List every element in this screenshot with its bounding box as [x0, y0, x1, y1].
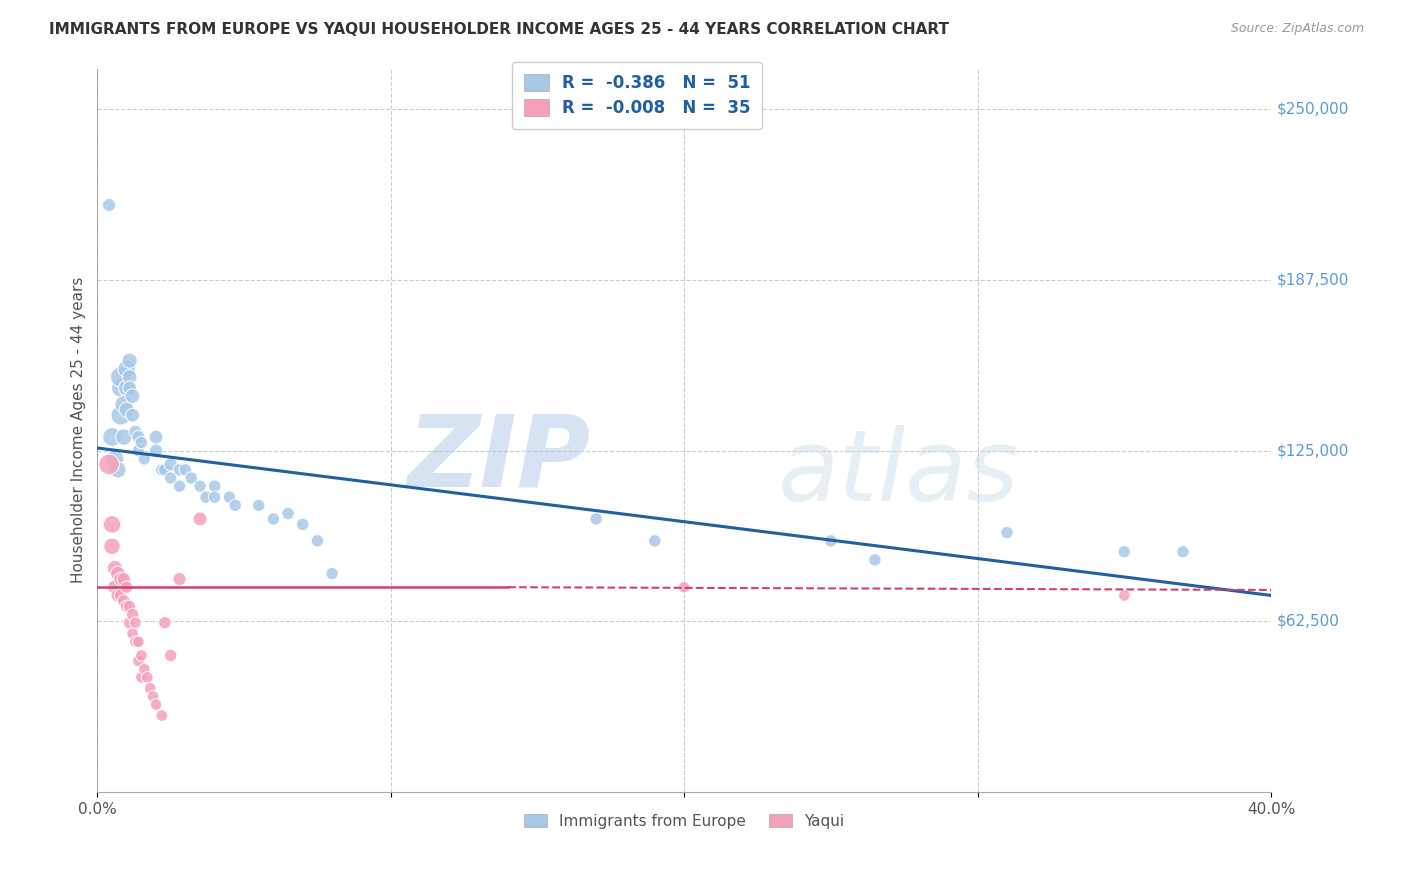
Point — [142, 690, 165, 704]
Point — [169, 479, 191, 493]
Point — [194, 490, 217, 504]
Point — [224, 498, 246, 512]
Point — [115, 402, 138, 417]
Point — [110, 381, 132, 395]
Text: $62,500: $62,500 — [1277, 614, 1340, 629]
Y-axis label: Householder Income Ages 25 - 44 years: Householder Income Ages 25 - 44 years — [72, 277, 86, 583]
Point — [262, 512, 284, 526]
Point — [188, 479, 211, 493]
Point — [112, 430, 135, 444]
Point — [121, 607, 143, 622]
Point — [131, 435, 153, 450]
Point — [107, 588, 129, 602]
Point — [107, 566, 129, 581]
Text: IMMIGRANTS FROM EUROPE VS YAQUI HOUSEHOLDER INCOME AGES 25 - 44 YEARS CORRELATIO: IMMIGRANTS FROM EUROPE VS YAQUI HOUSEHOL… — [49, 22, 949, 37]
Point — [104, 451, 127, 466]
Point — [104, 580, 127, 594]
Point — [124, 615, 146, 630]
Point — [139, 681, 162, 696]
Point — [121, 389, 143, 403]
Point — [277, 507, 299, 521]
Point — [169, 463, 191, 477]
Point — [127, 443, 149, 458]
Point — [121, 626, 143, 640]
Text: $250,000: $250,000 — [1277, 102, 1350, 117]
Point — [291, 517, 314, 532]
Point — [188, 512, 211, 526]
Point — [159, 648, 181, 663]
Point — [145, 698, 167, 712]
Text: $187,500: $187,500 — [1277, 273, 1350, 287]
Point — [1171, 545, 1194, 559]
Point — [110, 588, 132, 602]
Point — [101, 517, 124, 532]
Point — [204, 479, 226, 493]
Point — [863, 553, 886, 567]
Point — [321, 566, 343, 581]
Point — [1114, 545, 1136, 559]
Point — [112, 594, 135, 608]
Text: atlas: atlas — [778, 425, 1019, 522]
Point — [131, 670, 153, 684]
Point — [98, 198, 121, 212]
Point — [247, 498, 270, 512]
Text: Source: ZipAtlas.com: Source: ZipAtlas.com — [1230, 22, 1364, 36]
Point — [110, 408, 132, 422]
Point — [115, 361, 138, 376]
Point — [107, 463, 129, 477]
Text: $125,000: $125,000 — [1277, 443, 1350, 458]
Point — [150, 708, 173, 723]
Point — [101, 430, 124, 444]
Point — [1114, 588, 1136, 602]
Point — [153, 463, 176, 477]
Point — [995, 525, 1018, 540]
Point — [136, 670, 159, 684]
Point — [174, 463, 197, 477]
Point — [644, 533, 666, 548]
Point — [150, 463, 173, 477]
Point — [159, 471, 181, 485]
Point — [118, 353, 141, 368]
Point — [307, 533, 329, 548]
Point — [101, 539, 124, 553]
Point — [112, 397, 135, 411]
Point — [127, 654, 149, 668]
Point — [673, 580, 696, 594]
Point — [124, 425, 146, 439]
Point — [118, 370, 141, 384]
Point — [145, 430, 167, 444]
Point — [104, 561, 127, 575]
Point — [131, 648, 153, 663]
Point — [820, 533, 842, 548]
Point — [121, 408, 143, 422]
Point — [98, 458, 121, 472]
Point — [112, 572, 135, 586]
Point — [118, 599, 141, 614]
Point — [118, 381, 141, 395]
Point — [159, 458, 181, 472]
Point — [180, 471, 202, 485]
Point — [110, 370, 132, 384]
Point — [134, 662, 156, 676]
Point — [124, 635, 146, 649]
Point — [169, 572, 191, 586]
Point — [110, 572, 132, 586]
Point — [585, 512, 607, 526]
Point — [118, 615, 141, 630]
Text: ZIP: ZIP — [408, 410, 591, 508]
Point — [115, 599, 138, 614]
Point — [115, 580, 138, 594]
Point — [115, 381, 138, 395]
Point — [127, 430, 149, 444]
Legend: Immigrants from Europe, Yaqui: Immigrants from Europe, Yaqui — [517, 807, 851, 835]
Point — [134, 451, 156, 466]
Point — [127, 635, 149, 649]
Point — [218, 490, 240, 504]
Point — [153, 615, 176, 630]
Point — [204, 490, 226, 504]
Point — [145, 443, 167, 458]
